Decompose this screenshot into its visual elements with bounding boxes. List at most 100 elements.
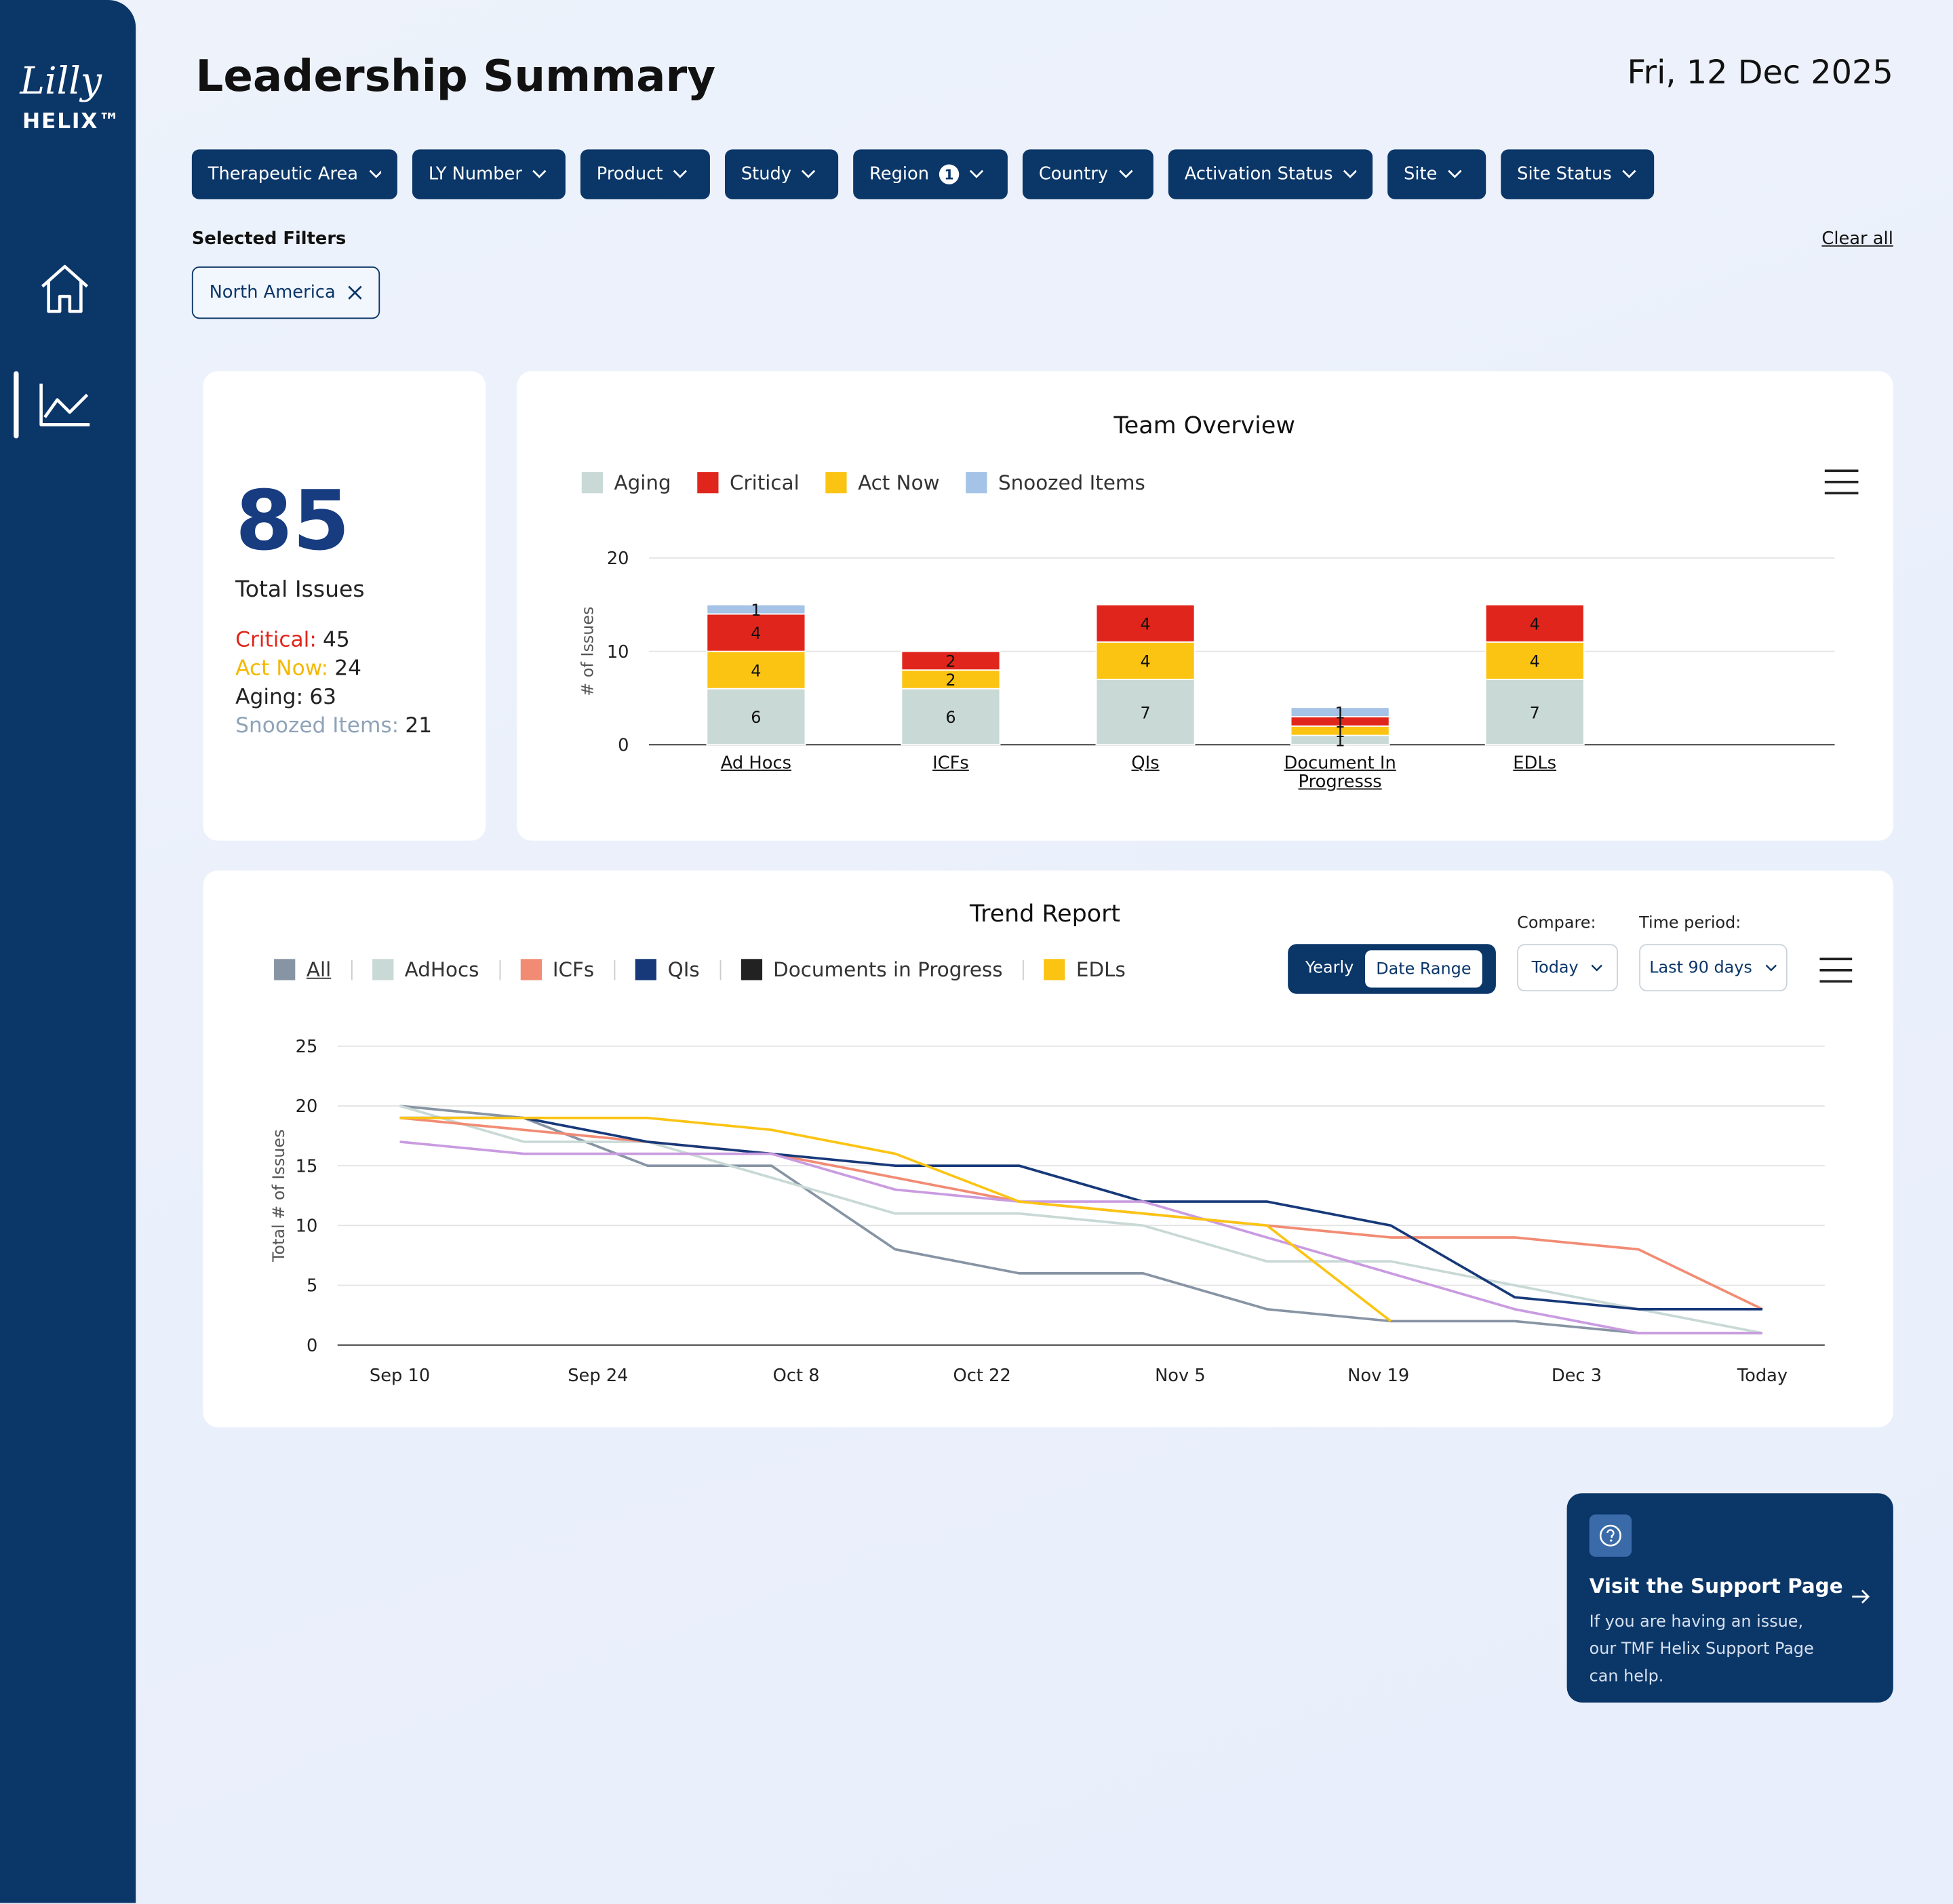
- legend-item[interactable]: AdHocs: [372, 957, 479, 981]
- chevron: [1118, 170, 1132, 178]
- chevron-path: [673, 170, 688, 178]
- page-title: Leadership Summary: [195, 52, 716, 102]
- chart-title: Team Overview: [1113, 412, 1295, 439]
- period-value: Last 90 days: [1649, 958, 1752, 977]
- period-select[interactable]: Last 90 days: [1639, 944, 1788, 992]
- chevron-path: [802, 170, 816, 178]
- bar-segment: [901, 650, 1001, 671]
- menu-icon[interactable]: [1824, 469, 1859, 495]
- chevron: [969, 170, 984, 178]
- y-tick-label: 20: [607, 549, 629, 569]
- chevron: [1343, 170, 1357, 178]
- data-label: 2: [945, 652, 955, 671]
- y-axis-label: # of Issues: [578, 606, 597, 696]
- x-tick-label: Sep 24: [568, 1366, 628, 1386]
- summary-label: Aging:: [235, 685, 304, 710]
- legend-item[interactable]: Documents in Progress: [741, 957, 1003, 981]
- filter-button[interactable]: Region 1: [853, 149, 1008, 199]
- y-tick-label: 5: [307, 1276, 317, 1296]
- legend-item[interactable]: All: [274, 957, 331, 981]
- support-card[interactable]: Visit the Support Page If you are having…: [1566, 1493, 1893, 1703]
- filter-button[interactable]: Activation Status: [1168, 149, 1373, 199]
- data-label: 6: [945, 708, 955, 727]
- close-icon: [348, 285, 363, 300]
- toggle-yearly[interactable]: Yearly: [1305, 959, 1354, 978]
- bar-segment: [1484, 679, 1585, 746]
- data-label: 4: [1140, 652, 1150, 671]
- chevron: [532, 170, 547, 178]
- sidebar: Lilly HELIX™: [0, 0, 136, 1903]
- logo-script: Lilly: [20, 60, 102, 104]
- x-tick-label: Nov 19: [1347, 1366, 1409, 1386]
- data-label: 4: [1530, 652, 1540, 671]
- view-toggle: Yearly Date Range: [1288, 944, 1496, 994]
- bar-segment: [1484, 603, 1585, 643]
- legend-item[interactable]: ICFs: [520, 957, 594, 981]
- chevron: [1622, 170, 1636, 178]
- legend-swatch: [635, 959, 657, 980]
- filter-button[interactable]: Site Status: [1501, 149, 1655, 199]
- filter-button[interactable]: Site: [1387, 149, 1486, 199]
- chevron-path: [532, 170, 547, 178]
- summary-row: Critical: 45: [235, 627, 432, 655]
- filter-chip[interactable]: North America: [191, 266, 380, 319]
- summary-value: 45: [323, 627, 350, 653]
- bar-segment: [1290, 707, 1390, 717]
- legend-item[interactable]: EDLs: [1044, 957, 1126, 981]
- x-tick-label: Sep 10: [370, 1366, 430, 1386]
- clear-all[interactable]: Clear all: [1821, 229, 1893, 250]
- filter-button[interactable]: Country: [1022, 149, 1153, 199]
- y-tick-label: 0: [307, 1336, 317, 1356]
- data-label: 1: [1335, 732, 1345, 751]
- y-tick-label: 20: [296, 1096, 318, 1117]
- legend-divider: [351, 959, 353, 980]
- y-axis-label: Total # of Issues: [269, 1129, 288, 1263]
- legend-divider: [1022, 959, 1024, 980]
- filter-label: Study: [741, 164, 792, 184]
- trend-legend: All AdHocs ICFs QIs Documents in Progress EDL…: [274, 957, 1126, 981]
- home-icon[interactable]: [37, 262, 92, 317]
- legend-label: EDLs: [1076, 957, 1126, 982]
- legend-label: Act Now: [858, 471, 940, 494]
- arrow-icon: [1852, 1589, 1870, 1604]
- legend-swatch: [966, 472, 987, 494]
- filter-label: Site: [1404, 164, 1438, 184]
- y-tick-label: 10: [296, 1216, 318, 1237]
- help-icon-bg: [1589, 1514, 1632, 1557]
- filter-badge: 1: [939, 164, 960, 184]
- trend-line: [399, 1105, 1762, 1334]
- trend-card: Trend Report 0 5 10 15 20 25 Sep 10 Sep 24 Oct 8 O…: [203, 870, 1893, 1427]
- y-tick-label: 25: [296, 1037, 318, 1057]
- total-label: Total Issues: [235, 576, 365, 603]
- logo-text: HELIX™: [22, 109, 121, 135]
- filter-label: Country: [1038, 164, 1109, 184]
- compare-value: Today: [1531, 958, 1579, 977]
- bar-segment: [706, 650, 806, 690]
- legend-label: ICFs: [552, 957, 595, 982]
- menu-icon[interactable]: [1819, 957, 1853, 984]
- y-tick-label: 0: [618, 736, 629, 756]
- x-tick-label: Ad Hocs: [720, 755, 792, 774]
- x-tick-wrap: ICFs: [932, 755, 969, 773]
- legend-divider: [719, 959, 721, 980]
- active-indicator: [14, 371, 19, 439]
- filter-button[interactable]: Product: [580, 149, 710, 199]
- line-chart: Trend Report 0 5 10 15 20 25 Sep 10 Sep 24 Oct 8 O…: [269, 900, 1825, 1386]
- legend-item[interactable]: QIs: [635, 957, 700, 981]
- compare-select[interactable]: Today: [1517, 944, 1618, 992]
- data-label: 4: [751, 624, 761, 643]
- legend-swatch: [697, 472, 719, 494]
- legend-swatch: [581, 472, 603, 494]
- period-label: Time period:: [1639, 914, 1741, 933]
- filter-button[interactable]: Therapeutic Area: [191, 149, 397, 199]
- filter-button[interactable]: Study: [724, 149, 839, 199]
- chart-icon[interactable]: [37, 380, 92, 429]
- chevron: [1765, 964, 1777, 972]
- summary-list: Critical: 45 Act Now: 24 Aging: 63 Snoozed Ite…: [235, 627, 432, 741]
- filter-button[interactable]: LY Number: [412, 149, 566, 199]
- legend-divider: [614, 959, 616, 980]
- toggle-date-range[interactable]: Date Range: [1365, 950, 1482, 988]
- bar-segment: [706, 688, 806, 746]
- x-tick-label: Dec 3: [1552, 1366, 1602, 1386]
- summary-value: 21: [405, 713, 433, 739]
